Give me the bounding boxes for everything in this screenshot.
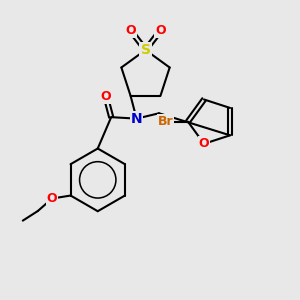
Text: O: O [199, 137, 209, 150]
Text: O: O [155, 24, 166, 37]
Text: N: N [131, 112, 142, 126]
Text: O: O [125, 24, 136, 37]
Text: O: O [47, 192, 57, 205]
Text: Br: Br [158, 115, 173, 128]
Text: S: S [140, 43, 151, 57]
Text: O: O [100, 90, 111, 103]
